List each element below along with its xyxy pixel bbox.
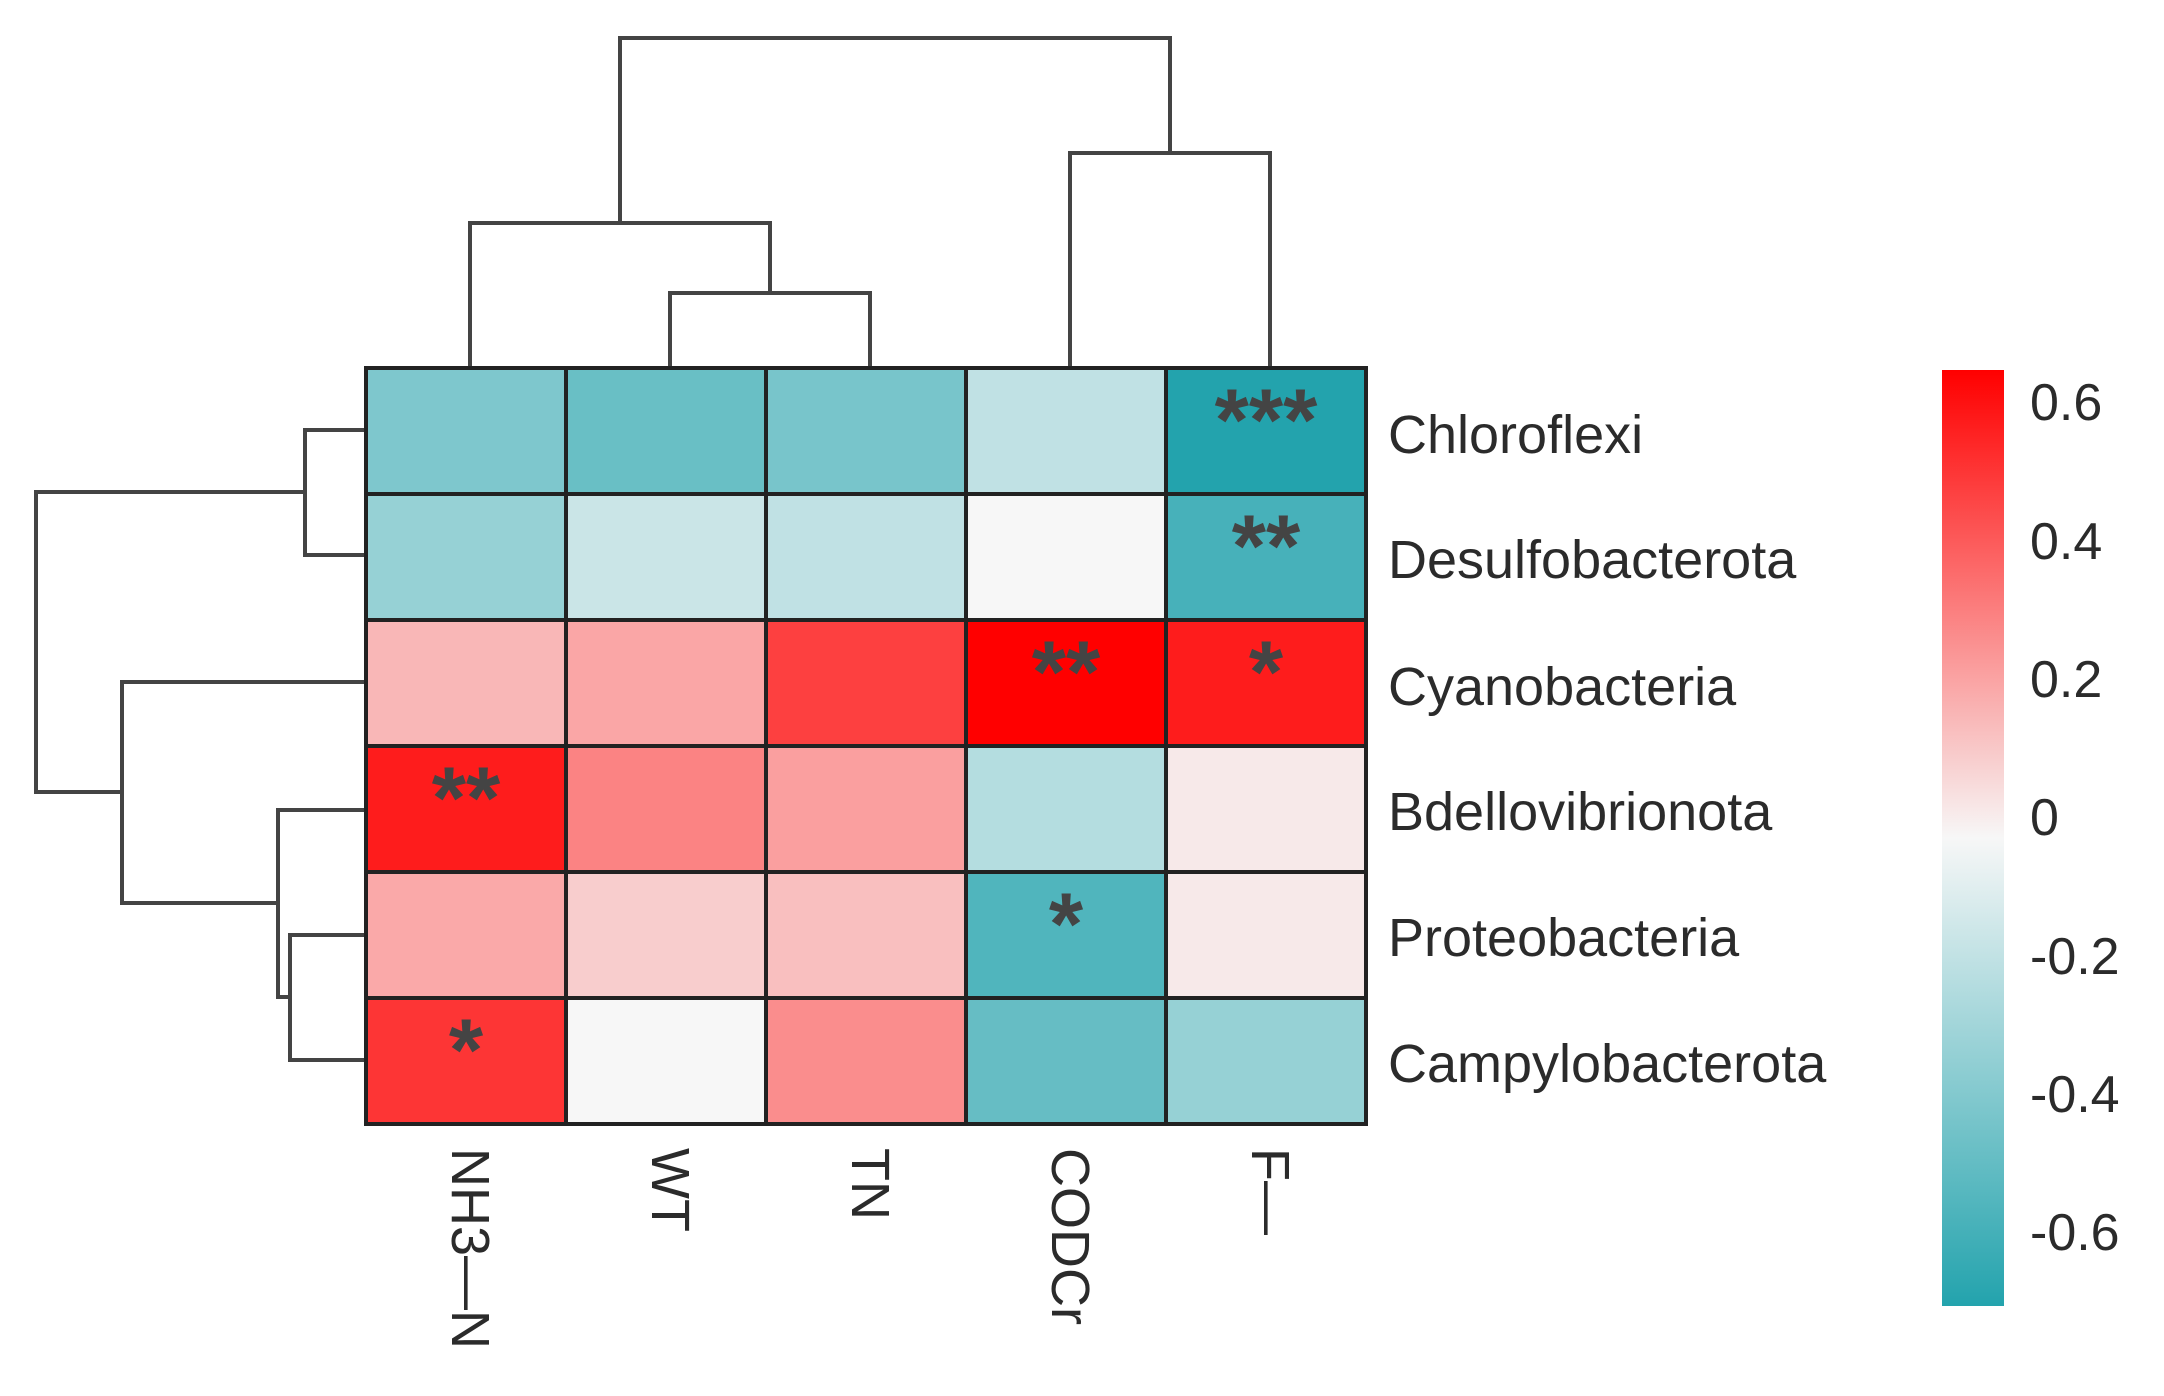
cell-chloroflexi-tn [764, 366, 968, 496]
significance-chloroflexi-f: *** [1215, 370, 1318, 469]
col-label-codcr: CODCr [1040, 1148, 1100, 1325]
significance-cyanobacteria-f: * [1249, 622, 1284, 721]
significance-bdellovibrionota-nh3-n: ** [432, 748, 501, 847]
cell-cyanobacteria-nh3-n [364, 618, 568, 748]
column-labels: NH3—N WT TN CODCr F— [440, 1148, 1300, 1349]
row-dendro-link-chloro-desulfo [303, 428, 366, 557]
col-label-wt: WT [640, 1148, 700, 1232]
row-labels: Chloroflexi Desulfobacterota Cyanobacter… [1388, 405, 1827, 1094]
cell-campylobacterota-tn [764, 996, 968, 1126]
row-label-chloroflexi: Chloroflexi [1388, 405, 1643, 465]
significance-cyanobacteria-codcr: ** [1032, 622, 1101, 721]
col-label-f: F— [1240, 1148, 1300, 1235]
colorbar-tick-0.2: 0.2 [2030, 651, 2102, 709]
cell-bdellovibrionota-wt [564, 744, 768, 874]
significance-proteobacteria-codcr: * [1049, 874, 1084, 973]
col-dendro-link-root [618, 36, 1172, 223]
colorbar-ticks: 0.6 0.4 0.2 0 -0.2 -0.4 -0.6 [2030, 374, 2120, 1262]
cell-campylobacterota-wt [564, 996, 768, 1126]
cell-bdellovibrionota-tn [764, 744, 968, 874]
row-label-desulfobacterota: Desulfobacterota [1388, 530, 1797, 590]
row-label-proteobacteria: Proteobacteria [1388, 908, 1740, 968]
cell-chloroflexi-codcr [964, 366, 1168, 496]
cell-desulfobacterota-tn [764, 492, 968, 622]
row-label-bdellovibrionota: Bdellovibrionota [1388, 782, 1773, 842]
cell-cyanobacteria-tn [764, 618, 968, 748]
column-dendrogram [468, 36, 1272, 368]
colorbar-tick--0.6: -0.6 [2030, 1204, 2120, 1262]
significance-desulfobacterota-f: ** [1232, 496, 1301, 595]
cell-campylobacterota-f [1164, 996, 1368, 1126]
colorbar-tick-0.6: 0.6 [2030, 374, 2102, 432]
cell-chloroflexi-wt [564, 366, 768, 496]
col-label-nh3-n: NH3—N [440, 1148, 500, 1349]
col-label-tn: TN [840, 1148, 900, 1220]
cell-proteobacteria-wt [564, 870, 768, 1000]
col-dendro-link-wt-tn [668, 291, 872, 368]
cell-bdellovibrionota-codcr [964, 744, 1168, 874]
cell-proteobacteria-f [1164, 870, 1368, 1000]
cell-desulfobacterota-nh3-n [364, 492, 568, 622]
heatmap-cells [364, 366, 1368, 1126]
colorbar: 0.6 0.4 0.2 0 -0.2 -0.4 -0.6 [1942, 370, 2120, 1306]
cell-desulfobacterota-f [1164, 492, 1368, 622]
cell-bdellovibrionota-f [1164, 744, 1368, 874]
colorbar-gradient [1942, 370, 2004, 1306]
colorbar-tick--0.2: -0.2 [2030, 928, 2120, 986]
cell-proteobacteria-nh3-n [364, 870, 568, 1000]
colorbar-tick-0: 0 [2030, 789, 2059, 847]
row-dendro-link-root [34, 490, 305, 794]
row-dendrogram [34, 428, 366, 1062]
row-dendro-link-proteo-campy [288, 933, 366, 1062]
row-dendro-link-cyano-rest [120, 680, 366, 905]
cell-cyanobacteria-wt [564, 618, 768, 748]
colorbar-tick-0.4: 0.4 [2030, 513, 2102, 571]
cell-proteobacteria-tn [764, 870, 968, 1000]
cell-desulfobacterota-codcr [964, 492, 1168, 622]
col-dendro-link-codcr-f [1068, 151, 1272, 368]
cell-desulfobacterota-wt [564, 492, 768, 622]
colorbar-tick--0.4: -0.4 [2030, 1066, 2120, 1124]
cell-campylobacterota-codcr [964, 996, 1168, 1126]
cell-chloroflexi-nh3-n [364, 366, 568, 496]
col-dendro-link-nh3-wttn [468, 221, 772, 368]
row-label-campylobacterota: Campylobacterota [1388, 1034, 1827, 1094]
row-label-cyanobacteria: Cyanobacteria [1388, 657, 1737, 717]
significance-stars: ******* ***** [432, 370, 1318, 1099]
significance-campylobacterota-nh3-n: * [449, 1000, 484, 1099]
